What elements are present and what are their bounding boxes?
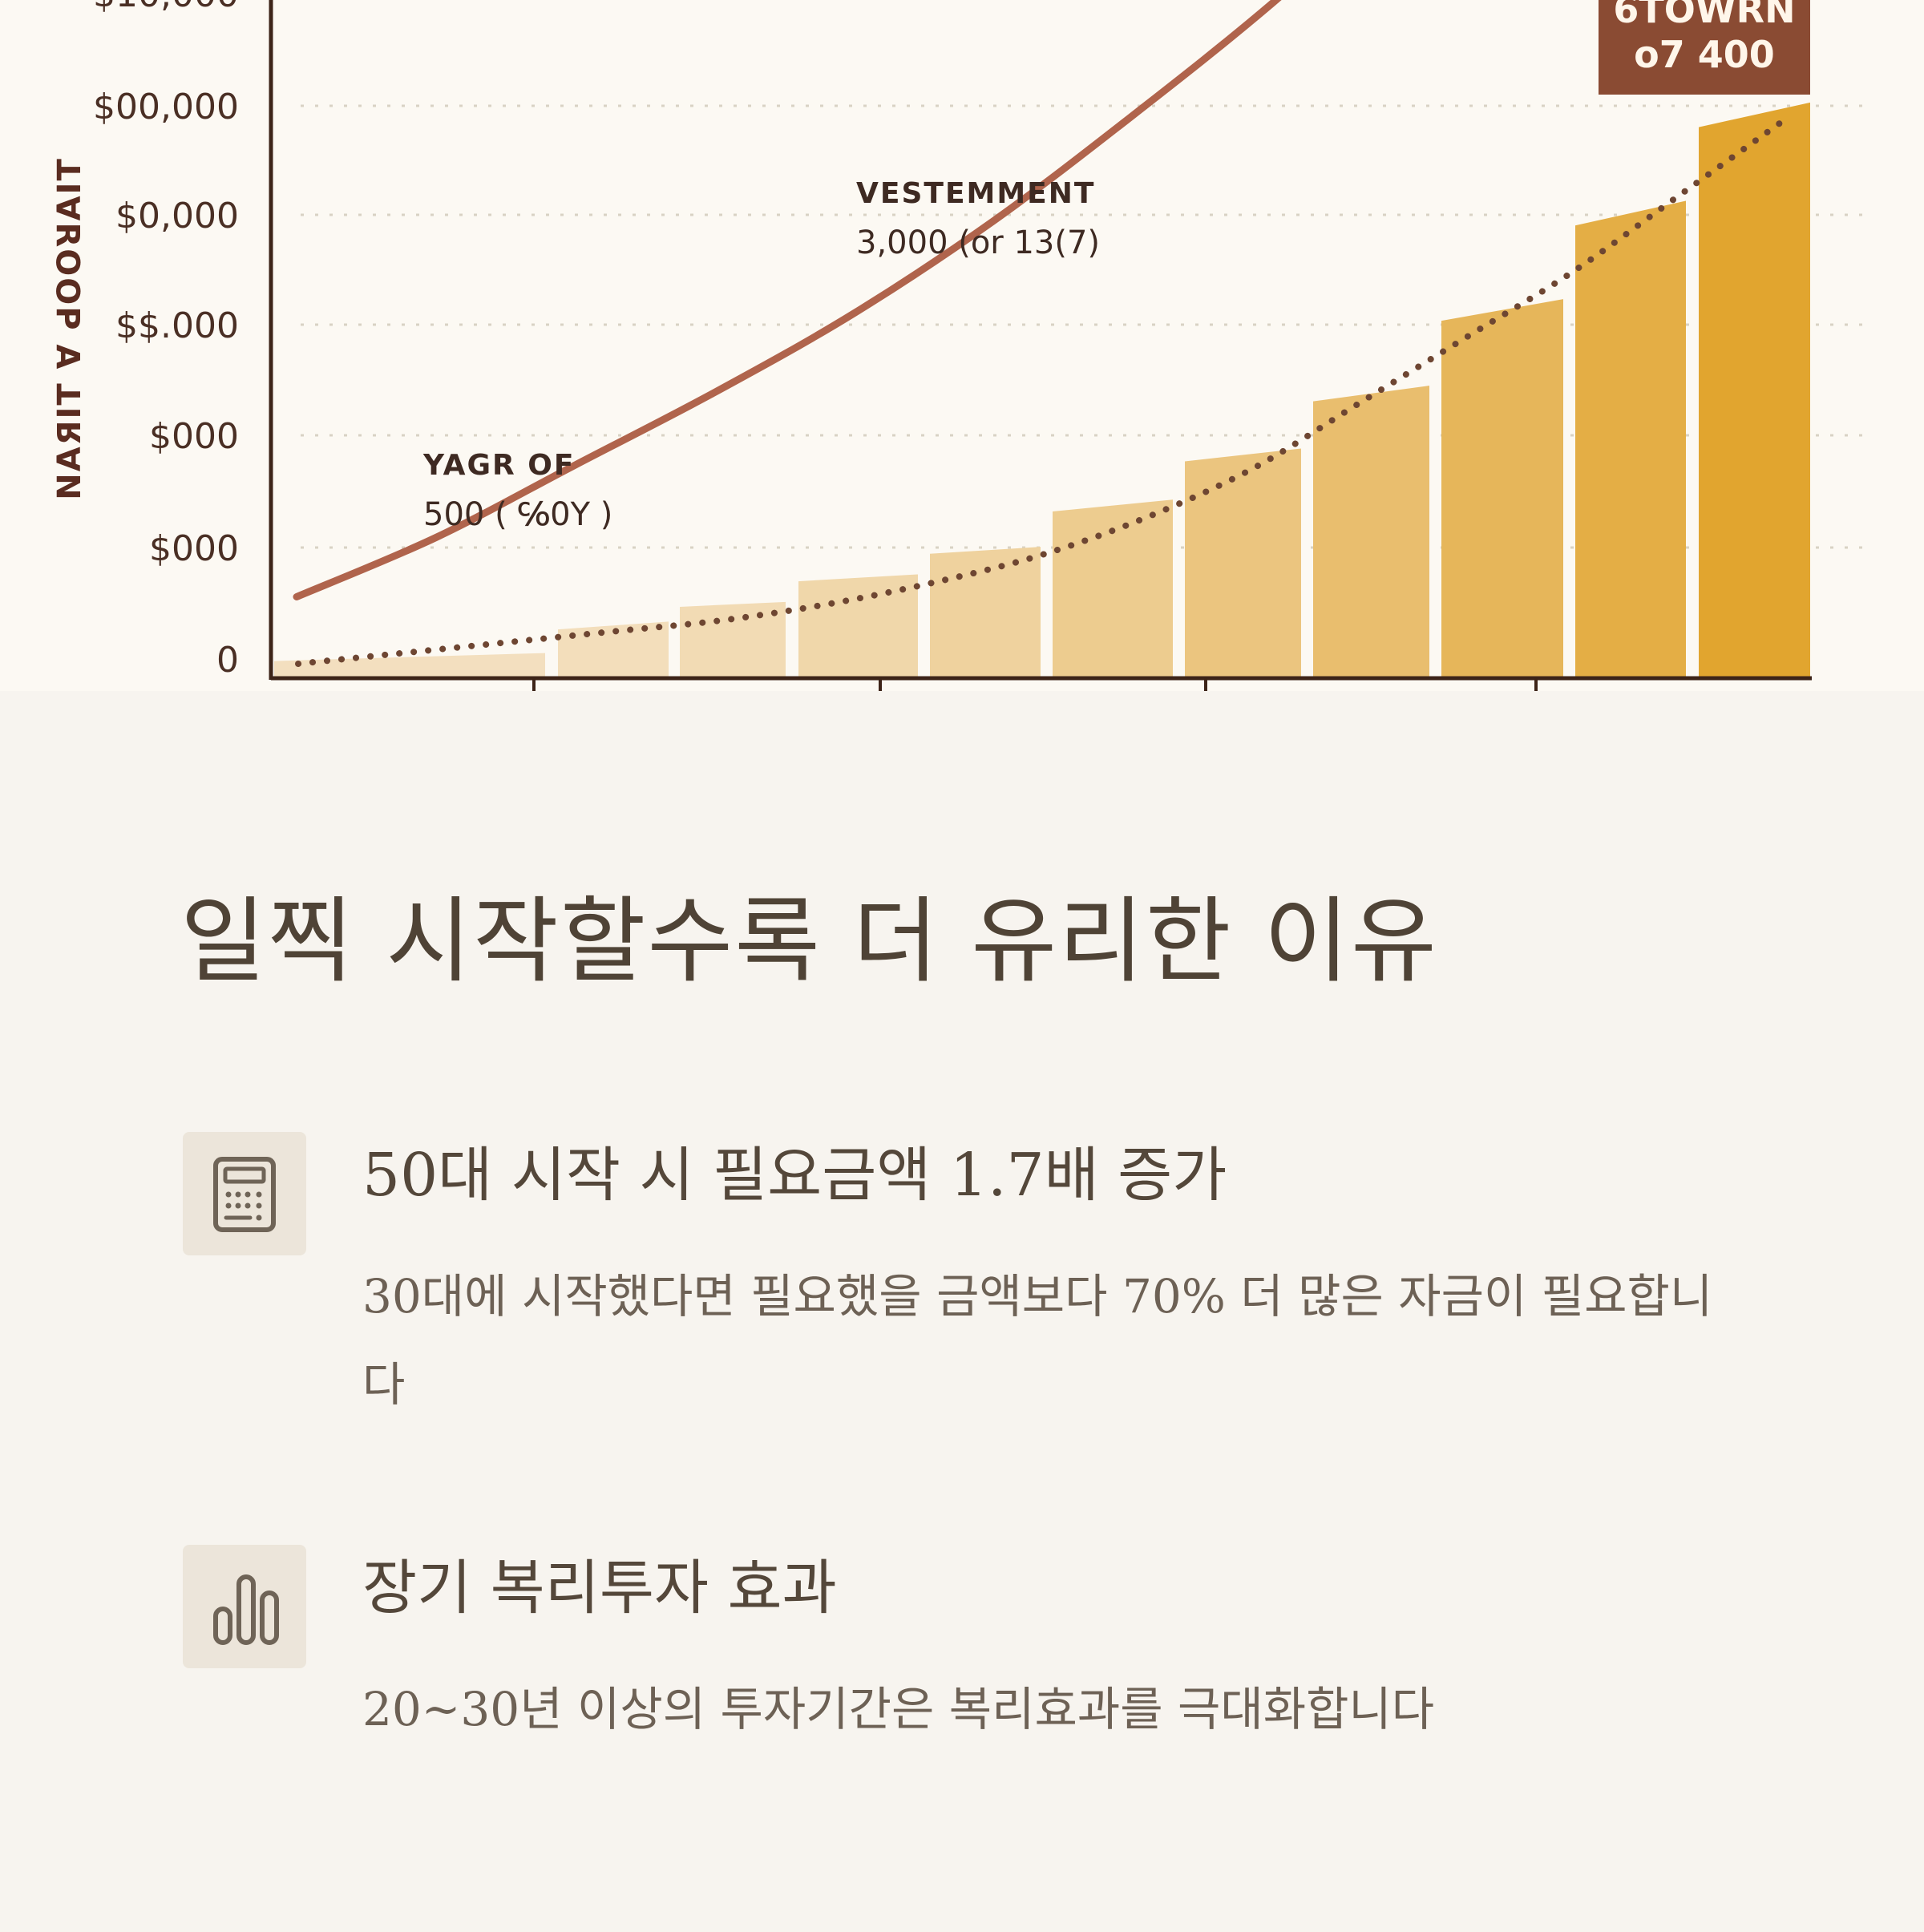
y-tick-label: $0,000 [115, 196, 239, 236]
y-tick-label: $000 [149, 416, 239, 457]
page-title: 일찍 시작할수록 더 유리한 이유 [180, 887, 1438, 996]
chart-axes [269, 0, 1812, 691]
feature-title: 50대 시작 시 필요금액 1.7배 증가 [362, 1141, 1227, 1210]
y-tick-label: $00,000 [93, 87, 239, 127]
annotation-early-heading: YAGR OF [422, 449, 575, 482]
y-tick-labels: $10,000 $00,000 $0,000 $$.000 $000 $000 0 [93, 0, 239, 681]
y-tick-label: $$.000 [115, 305, 239, 346]
chart-gridlines [301, 104, 1868, 549]
chart-bar [1575, 200, 1686, 677]
chart-bar [1053, 499, 1173, 677]
annotation-late-value: 3,000 (or 13(7) [856, 224, 1100, 261]
chart-bar [930, 547, 1041, 677]
chart-bar [1699, 102, 1810, 677]
feature-description: 30대에 시작했다면 필요했을 금액보다 70% 더 많은 자금이 필요합니다 [362, 1269, 1713, 1412]
chart-bar [1185, 448, 1301, 677]
y-tick-label: $10,000 [93, 0, 239, 15]
chart-bars [274, 102, 1810, 677]
bar-chart-icon [183, 1545, 306, 1668]
chart-bar [1313, 386, 1429, 677]
growth-chart-image: $10,000 $00,000 $0,000 $$.000 $000 $000 0 NAЯI… [0, 0, 1924, 691]
chart-bar [680, 601, 786, 677]
result-badge [1599, 0, 1810, 95]
result-badge-line2: o7 400 [1634, 33, 1775, 76]
feature-title: 장기 복리투자 효과 [362, 1554, 837, 1623]
result-badge-line1: 6TOWRN [1613, 0, 1795, 31]
investment-curve [293, 0, 1282, 600]
y-axis-title: NAЯIT Ɐ ꓒOOꓤAIT [51, 157, 88, 499]
annotation-late-heading: VESTEMMENT [856, 177, 1095, 210]
content-section: 일찍 시작할수록 더 유리한 이유 50대 시작 시 필요금액 1.7배 증가 … [0, 691, 1924, 1932]
feature-description: 20~30년 이상의 투자기간은 복리효과를 극대화합니다 [362, 1682, 1435, 1736]
chart-bar [1441, 299, 1563, 677]
y-tick-label: 0 [216, 640, 239, 681]
calculator-icon [183, 1132, 306, 1255]
y-tick-label: $000 [149, 528, 239, 569]
annotation-early-value: 500 ( ℅0Y ) [423, 496, 612, 533]
baseline-dotted-curve [295, 115, 1789, 667]
chart-bar [798, 574, 918, 677]
chart-bar [274, 653, 545, 677]
growth-chart: $10,000 $00,000 $0,000 $$.000 $000 $000 0 NAЯI… [51, 0, 1868, 691]
